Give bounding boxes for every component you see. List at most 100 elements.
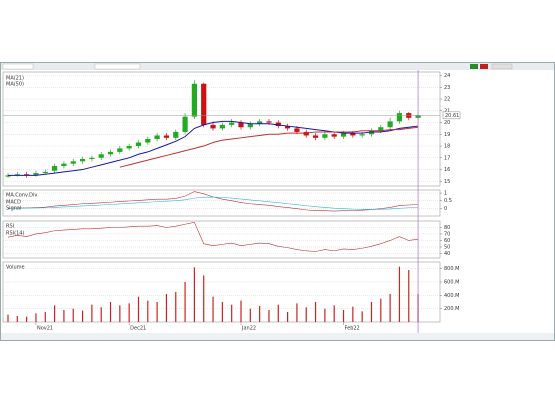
volume-bar bbox=[408, 270, 410, 322]
candle-body bbox=[135, 142, 142, 147]
candle-body bbox=[182, 116, 188, 132]
candle-body bbox=[154, 135, 160, 139]
x-tick-label: Dec21 bbox=[130, 326, 146, 332]
volume-bar bbox=[63, 310, 65, 322]
volume-bar bbox=[184, 282, 186, 322]
volume-bar bbox=[119, 305, 121, 322]
legend-entry: Signal bbox=[6, 206, 21, 212]
volume-bar bbox=[165, 294, 168, 322]
volume-bar bbox=[26, 316, 28, 322]
y-tick-label: 16 bbox=[444, 167, 450, 173]
symbol-box[interactable] bbox=[2, 63, 34, 70]
candle-body bbox=[340, 133, 347, 137]
volume-bar bbox=[203, 275, 205, 322]
x-tick-label: Nov21 bbox=[37, 326, 53, 332]
volume-bar bbox=[44, 312, 46, 322]
volume-bar bbox=[193, 267, 195, 322]
candle-body bbox=[219, 124, 225, 129]
candle-body bbox=[285, 126, 291, 129]
candle-body bbox=[61, 163, 67, 167]
candle-body bbox=[163, 135, 170, 138]
volume-bar bbox=[268, 310, 270, 322]
candle-body bbox=[52, 166, 58, 171]
candle-body bbox=[275, 122, 281, 127]
volume-bar bbox=[380, 298, 382, 322]
y-tick-label: 1 bbox=[444, 191, 447, 197]
toolbar-button[interactable] bbox=[480, 64, 488, 69]
y-tick-label: 70 bbox=[444, 231, 450, 237]
y-tick-label: 800.M bbox=[444, 266, 459, 272]
candle-body bbox=[257, 121, 263, 124]
candle-body bbox=[191, 83, 197, 117]
last-value-label: 20.61 bbox=[445, 113, 459, 119]
candle-body bbox=[107, 151, 114, 155]
candle-body bbox=[145, 138, 151, 143]
candle-body bbox=[247, 123, 253, 128]
candle-body bbox=[303, 131, 309, 136]
y-tick-label: 24 bbox=[444, 73, 450, 79]
y-tick-label: 80 bbox=[444, 225, 450, 231]
volume-bar bbox=[35, 313, 37, 322]
candle-body bbox=[98, 154, 104, 158]
candle-body bbox=[378, 127, 384, 131]
candle-body bbox=[117, 148, 123, 152]
volume-bar bbox=[72, 308, 74, 322]
candle-body bbox=[331, 134, 337, 137]
period-box[interactable] bbox=[94, 63, 141, 70]
volume-bar bbox=[156, 302, 158, 322]
volume-bar bbox=[54, 305, 56, 322]
volume-bar bbox=[231, 304, 233, 322]
volume-bar bbox=[81, 310, 84, 322]
y-tick-label: 60 bbox=[444, 238, 450, 244]
volume-bar bbox=[7, 314, 9, 322]
volume-bar bbox=[249, 308, 251, 322]
x-tick-label: Feb22 bbox=[345, 326, 360, 332]
x-tick-label: Jan22 bbox=[241, 326, 256, 332]
volume-bar bbox=[324, 308, 326, 322]
volume-bar bbox=[212, 296, 214, 322]
legend-entry: MA(50) bbox=[6, 82, 24, 88]
legend-entry: MA(21) bbox=[6, 76, 24, 82]
volume-bar bbox=[333, 305, 335, 322]
toolbar-button[interactable] bbox=[470, 64, 478, 69]
toolbar-button[interactable] bbox=[491, 63, 513, 70]
volume-bar bbox=[91, 304, 93, 322]
candle-body bbox=[266, 121, 272, 123]
candle-body bbox=[33, 173, 39, 176]
panel bbox=[2, 261, 441, 323]
candle-body bbox=[294, 128, 300, 132]
indicator-line bbox=[119, 126, 419, 168]
volume-bar bbox=[389, 294, 391, 322]
candle-body bbox=[126, 146, 132, 149]
toolbar bbox=[1, 63, 554, 70]
y-tick-label: 40 bbox=[444, 251, 450, 257]
candle-body bbox=[229, 122, 235, 125]
volume-bar bbox=[370, 302, 373, 322]
candle-body bbox=[24, 174, 30, 176]
volume-bar bbox=[342, 310, 345, 322]
candle-body bbox=[312, 135, 319, 138]
volume-bar bbox=[240, 300, 242, 322]
volume-bar bbox=[175, 292, 177, 322]
volume-bar bbox=[314, 302, 317, 322]
candle-body bbox=[350, 133, 356, 136]
panel-title: Volume bbox=[6, 265, 25, 271]
volume-bar bbox=[361, 311, 363, 322]
panel bbox=[2, 220, 441, 259]
candle-body bbox=[238, 122, 244, 128]
y-tick-label: 18 bbox=[444, 144, 450, 150]
candle-body bbox=[201, 83, 207, 125]
candle-body bbox=[368, 130, 375, 135]
candle-body bbox=[359, 134, 365, 136]
y-tick-label: 15 bbox=[444, 179, 450, 185]
candle-body bbox=[173, 131, 179, 138]
legend-entry: MACD bbox=[6, 200, 21, 206]
indicator-line bbox=[8, 120, 419, 176]
volume-bar bbox=[277, 304, 279, 322]
volume-bar bbox=[16, 316, 18, 322]
candle-body bbox=[70, 161, 76, 164]
y-tick-label: 20 bbox=[444, 120, 450, 126]
legend-entry: RSI(14) bbox=[6, 231, 24, 237]
volume-bar bbox=[398, 266, 401, 322]
